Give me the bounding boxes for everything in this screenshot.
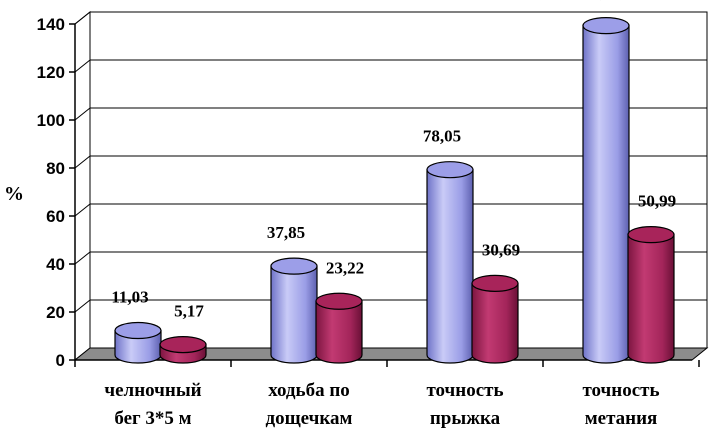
bar-top	[270, 257, 318, 275]
bar-s1-c2	[471, 274, 519, 364]
data-label: 11,03	[111, 288, 148, 307]
y-tick-label: 40	[46, 255, 65, 274]
bar-top	[627, 226, 675, 244]
category-label: бег 3*5 м	[114, 408, 191, 429]
y-tick-label: 100	[37, 111, 65, 130]
bar-s1-c1	[315, 292, 363, 364]
bar-body	[582, 25, 630, 364]
side-wall	[74, 10, 91, 361]
bar-s1-c0	[159, 335, 207, 364]
bars	[114, 17, 675, 364]
gridline-side	[74, 251, 91, 265]
gridline-side	[74, 59, 91, 73]
bar-body	[315, 300, 363, 364]
y-axis-title: %	[4, 183, 24, 205]
bar-top	[582, 17, 630, 35]
data-label: 78,05	[423, 127, 461, 146]
data-label: 5,17	[174, 302, 204, 321]
category-label: метания	[585, 408, 658, 429]
bar-s1-c3	[627, 226, 675, 364]
data-label: 50,99	[638, 192, 676, 211]
y-tick-label: 60	[46, 207, 65, 226]
category-label: точность	[426, 380, 503, 401]
bar-top	[471, 274, 519, 292]
category-label: прыжка	[430, 408, 501, 429]
bar-s0-c2	[426, 161, 474, 364]
bar-body	[471, 282, 519, 364]
category-label: челночный	[104, 380, 201, 401]
bar-s0-c1	[270, 257, 318, 364]
bar-body	[270, 265, 318, 364]
category-label: точность	[582, 380, 659, 401]
bar-top	[114, 321, 162, 340]
gridline-side	[74, 155, 91, 169]
data-labels: 11,03 5,17 37,85 23,22 78,05 30,69 138,08 50,99	[111, 0, 676, 321]
gridline-side	[74, 11, 91, 25]
gridline-side	[74, 299, 91, 313]
bar-body	[426, 169, 474, 364]
bar-top	[159, 335, 207, 354]
y-tick-label: 120	[37, 63, 65, 82]
bar-body	[627, 234, 675, 364]
y-tick-label: 80	[46, 159, 65, 178]
gridline-side	[74, 203, 91, 217]
category-label: дощечкам	[266, 408, 353, 429]
y-tick-label: 20	[46, 303, 65, 322]
category-labels: челночный бег 3*5 м ходьба по дощечкам точно…	[104, 380, 659, 429]
bar-s0-c3	[582, 17, 630, 364]
bar-top	[315, 292, 363, 310]
category-label: ходьба по	[268, 380, 350, 401]
data-label: 23,22	[326, 258, 364, 277]
y-tick-label: 0	[56, 351, 65, 370]
y-tick-label: 140	[37, 15, 65, 34]
data-label: 37,85	[267, 223, 305, 242]
bar-s0-c0	[114, 321, 162, 364]
y-tick-labels: 0 20 40 60 80 100 120 140	[37, 15, 65, 370]
gridline-side	[74, 107, 91, 121]
data-label: 30,69	[482, 240, 520, 259]
data-label: 138,08	[575, 0, 622, 2]
bar-top	[426, 161, 474, 179]
